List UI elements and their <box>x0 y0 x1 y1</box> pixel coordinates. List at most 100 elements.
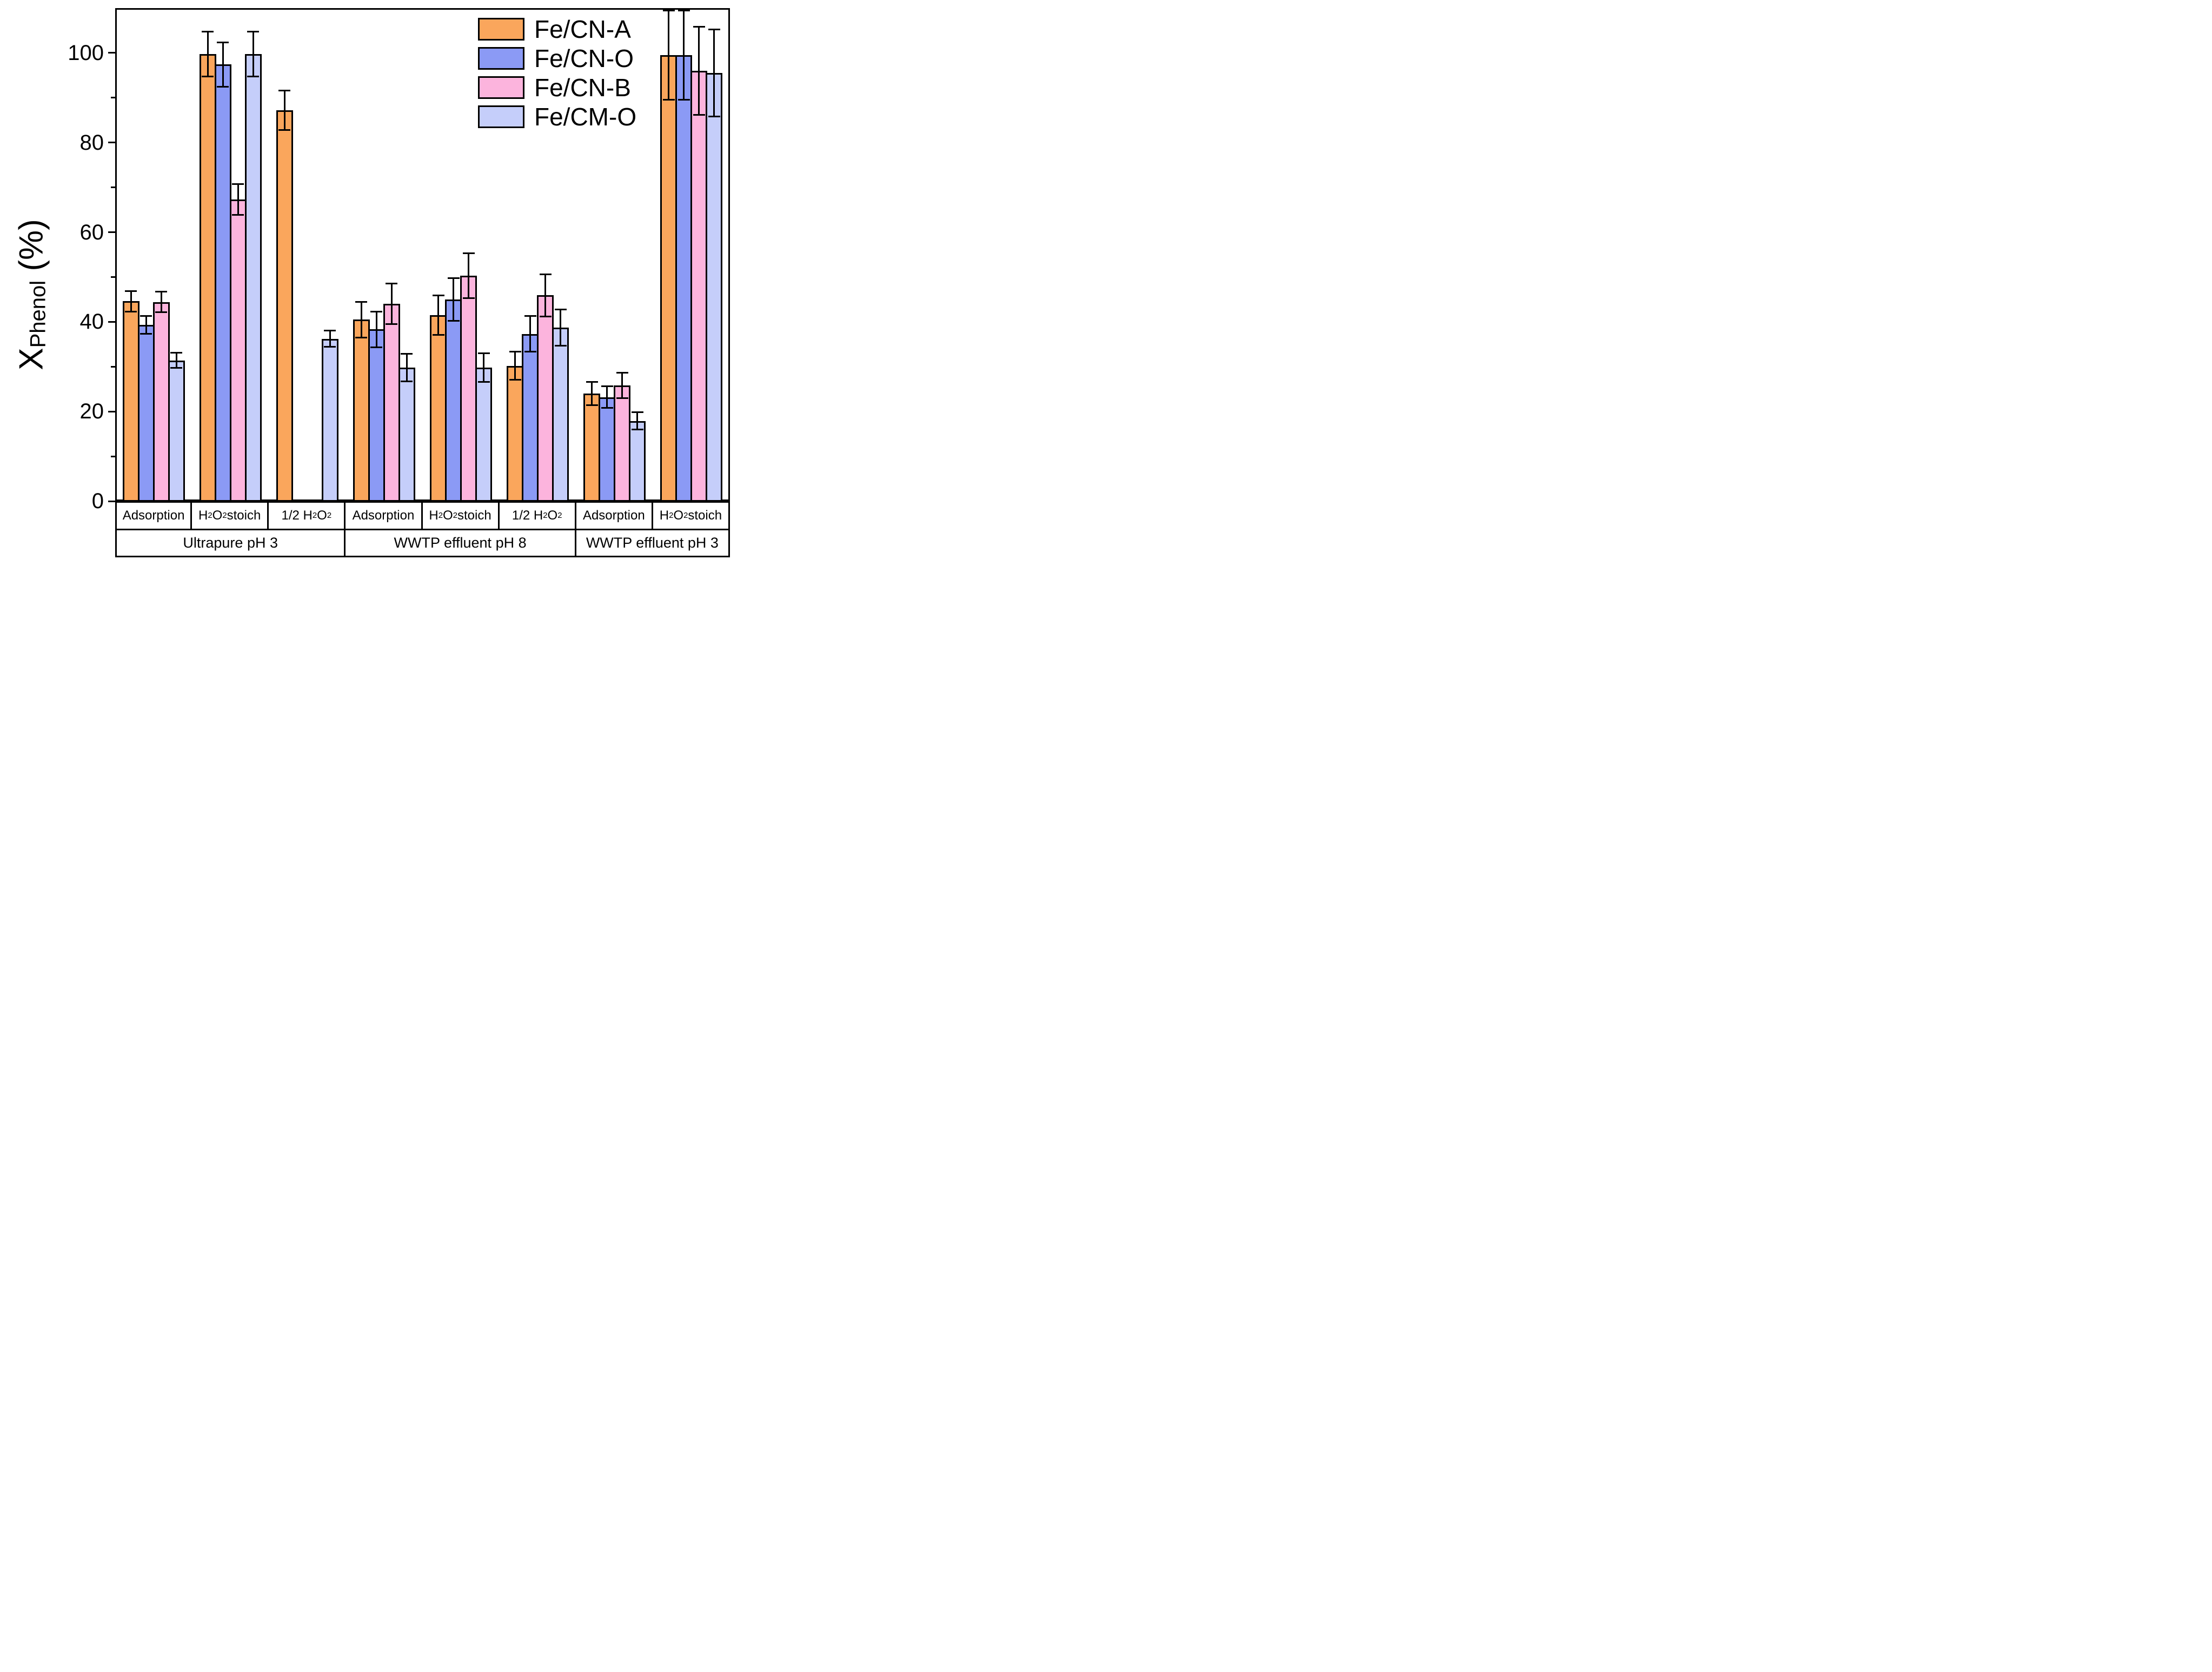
error-bar-cap-bottom <box>601 407 613 409</box>
category-box: Adsorption <box>574 501 653 530</box>
y-tick-minor <box>111 97 115 99</box>
error-bar <box>606 386 608 408</box>
error-bar-cap-bottom <box>202 75 214 77</box>
error-bar-cap-top <box>386 283 398 285</box>
category-box: Adsorption <box>344 501 423 530</box>
bar-fe-cn-o-g4 <box>445 299 462 502</box>
error-bar-cap-top <box>202 30 214 32</box>
y-axis-title-main: X <box>12 348 50 370</box>
bar-fe-cm-o-g0 <box>168 360 185 502</box>
error-bar <box>636 412 639 430</box>
bar-fe-cn-b-g1 <box>229 199 247 502</box>
bar-fe-cm-o-g1 <box>244 54 262 502</box>
bar-fe-cn-a-g5 <box>507 365 524 502</box>
y-tick-label: 0 <box>91 489 104 513</box>
error-bar-cap-bottom <box>170 367 183 369</box>
error-bar <box>514 351 516 380</box>
error-bar-cap-top <box>477 352 490 354</box>
bar-fe-cn-a-g4 <box>430 315 447 502</box>
error-bar <box>283 90 285 130</box>
error-bar-cap-top <box>524 315 536 317</box>
bar-fe-cn-a-g3 <box>353 319 370 502</box>
error-bar-cap-bottom <box>447 320 460 322</box>
bar-fe-cn-b-g5 <box>537 295 554 502</box>
error-bar <box>160 291 162 312</box>
legend-item: Fe/CM-O <box>478 104 636 130</box>
error-bar-cap-bottom <box>125 310 137 312</box>
error-bar-cap-top <box>462 252 475 254</box>
y-tick-label: 80 <box>79 130 104 155</box>
error-bar <box>713 29 715 117</box>
legend-item: Fe/CN-O <box>478 45 636 71</box>
legend-swatch <box>478 18 524 41</box>
legend-item: Fe/CN-A <box>478 16 636 42</box>
error-bar <box>406 354 408 382</box>
error-bar-cap-bottom <box>155 311 168 314</box>
y-tick-label: 100 <box>68 41 104 65</box>
error-bar-cap-top <box>616 372 628 374</box>
legend-label: Fe/CM-O <box>534 103 637 131</box>
bar-fe-cm-o-g5 <box>552 328 569 502</box>
error-bar <box>222 42 224 87</box>
error-bar-cap-top <box>662 9 675 11</box>
bar-fe-cn-a-g1 <box>199 54 216 502</box>
figure: XPhenol (%) Fe/CN-A Fe/CN-O Fe/CN-B Fe/CM-O… <box>0 0 738 557</box>
bar-fe-cm-o-g6 <box>629 421 646 502</box>
bar-fe-cm-o-g4 <box>475 367 493 502</box>
error-bar <box>468 253 470 298</box>
legend-label: Fe/CN-O <box>534 44 634 72</box>
error-bar-cap-top <box>370 310 383 312</box>
error-bar-cap-bottom <box>477 381 490 383</box>
error-bar-cap-bottom <box>401 381 413 383</box>
category-box: Adsorption <box>115 501 192 530</box>
bar-fe-cn-o-g5 <box>522 334 539 502</box>
bar-fe-cn-o-g0 <box>137 325 155 502</box>
error-bar-cap-top <box>355 301 368 303</box>
bar-fe-cn-a-g7 <box>660 55 677 502</box>
error-bar-cap-top <box>693 26 705 28</box>
error-bar-cap-bottom <box>140 333 152 335</box>
bar-fe-cm-o-g3 <box>398 367 415 502</box>
error-bar <box>237 184 239 215</box>
error-bar-cap-top <box>447 277 460 279</box>
y-tick-minor <box>111 455 115 457</box>
error-bar <box>453 278 455 321</box>
error-bar-cap-top <box>586 381 598 383</box>
error-bar-cap-bottom <box>217 85 229 88</box>
error-bar-cap-top <box>401 352 413 355</box>
error-bar-cap-top <box>278 90 291 92</box>
error-bar <box>683 10 685 100</box>
legend-swatch <box>478 76 524 99</box>
condition-box: Ultrapure pH 3 <box>115 529 346 557</box>
error-bar <box>591 382 593 405</box>
error-bar-cap-top <box>324 330 336 332</box>
error-bar <box>329 330 331 347</box>
error-bar-cap-top <box>432 294 444 296</box>
y-tick-major <box>108 500 115 502</box>
error-bar <box>207 31 209 77</box>
error-bar-cap-bottom <box>586 404 598 407</box>
error-bar-cap-top <box>125 290 137 292</box>
error-bar-cap-bottom <box>432 334 444 336</box>
error-bar-cap-bottom <box>524 351 536 353</box>
bar-fe-cn-b-g7 <box>690 71 708 502</box>
error-bar-cap-bottom <box>554 344 567 347</box>
bar-fe-cn-a-g6 <box>583 394 601 502</box>
error-bar <box>698 26 700 115</box>
error-bar-cap-bottom <box>708 116 720 118</box>
bar-fe-cn-a-g0 <box>122 301 140 502</box>
y-tick-major <box>108 231 115 234</box>
bar-fe-cn-b-g4 <box>460 275 477 502</box>
error-bar <box>130 291 132 312</box>
error-bar <box>483 353 485 382</box>
error-bar <box>437 295 440 335</box>
legend-swatch <box>478 105 524 128</box>
bar-fe-cn-o-g3 <box>368 329 385 502</box>
condition-box: WWTP effluent pH 8 <box>344 529 576 557</box>
error-bar <box>544 274 547 317</box>
error-bar-cap-top <box>217 42 229 44</box>
error-bar <box>360 302 362 338</box>
